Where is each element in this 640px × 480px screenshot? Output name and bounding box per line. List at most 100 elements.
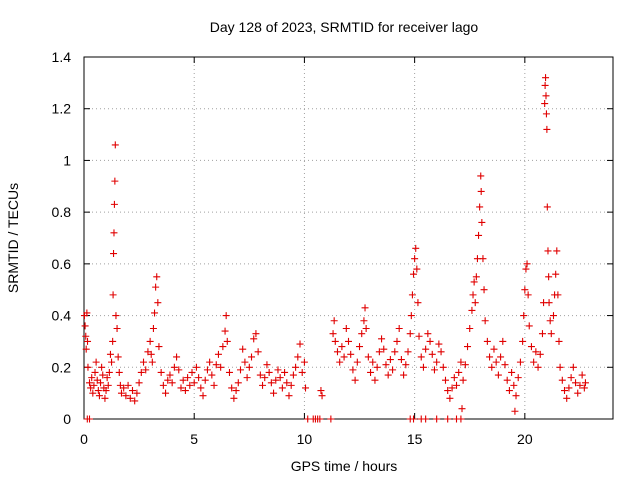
data-point xyxy=(521,286,529,294)
data-point xyxy=(214,350,222,358)
data-point xyxy=(410,415,418,423)
data-point xyxy=(519,337,527,345)
data-point xyxy=(225,368,233,376)
data-point xyxy=(581,379,589,387)
data-point xyxy=(84,363,92,371)
data-point xyxy=(417,353,425,361)
data-point xyxy=(114,353,122,361)
data-point xyxy=(414,299,422,307)
data-point xyxy=(228,384,236,392)
data-point xyxy=(265,368,273,376)
data-point xyxy=(536,350,544,358)
data-point xyxy=(547,330,555,338)
x-tick-label: 0 xyxy=(80,431,88,447)
data-point xyxy=(103,374,111,382)
data-point xyxy=(292,363,300,371)
data-point xyxy=(276,374,284,382)
data-point xyxy=(527,343,535,351)
data-point xyxy=(149,325,157,332)
data-point xyxy=(223,337,231,345)
data-point xyxy=(499,337,507,345)
data-point xyxy=(419,363,427,371)
data-point xyxy=(545,299,553,307)
data-point xyxy=(188,368,196,376)
data-point xyxy=(192,363,200,371)
data-point xyxy=(135,379,143,387)
data-point xyxy=(400,371,408,379)
data-point xyxy=(345,337,352,345)
data-point xyxy=(287,381,295,389)
data-point xyxy=(501,361,509,369)
data-point xyxy=(338,343,346,351)
data-point xyxy=(441,376,449,384)
data-point xyxy=(272,376,280,384)
data-point xyxy=(239,345,247,353)
data-point xyxy=(110,250,118,258)
data-point xyxy=(111,141,119,149)
data-point xyxy=(142,366,150,374)
data-point xyxy=(177,384,185,392)
data-point xyxy=(115,368,123,376)
data-point xyxy=(404,348,412,356)
data-point xyxy=(542,74,550,82)
data-point xyxy=(444,415,452,423)
data-point xyxy=(157,368,165,376)
data-point xyxy=(83,309,91,317)
data-point xyxy=(147,350,155,358)
data-point xyxy=(208,371,216,379)
data-point xyxy=(569,363,577,371)
data-point xyxy=(486,353,494,361)
data-point xyxy=(386,356,394,364)
data-point xyxy=(483,337,491,345)
data-point xyxy=(281,368,289,376)
data-point xyxy=(384,371,392,379)
data-point xyxy=(248,353,256,361)
data-point xyxy=(391,348,399,356)
data-point xyxy=(494,371,502,379)
data-point xyxy=(162,389,170,397)
data-point xyxy=(444,387,452,395)
data-point xyxy=(546,317,554,325)
data-point xyxy=(173,353,181,361)
data-point xyxy=(356,343,364,351)
data-point xyxy=(382,361,390,369)
data-point xyxy=(154,299,162,307)
data-point xyxy=(245,363,253,371)
data-point xyxy=(179,376,187,384)
data-point xyxy=(137,368,145,376)
data-point xyxy=(222,312,230,320)
data-point xyxy=(367,368,375,376)
data-point xyxy=(408,291,416,299)
data-point xyxy=(412,244,420,252)
y-tick-label: 0 xyxy=(63,411,71,427)
data-point xyxy=(532,348,540,356)
data-point xyxy=(155,343,163,351)
data-point xyxy=(298,368,306,376)
data-point xyxy=(206,358,214,366)
data-point xyxy=(508,368,516,376)
data-point xyxy=(263,361,271,369)
data-point xyxy=(90,381,98,389)
x-tick-label: 5 xyxy=(190,431,198,447)
data-point xyxy=(199,392,207,400)
data-point xyxy=(94,387,102,395)
data-point xyxy=(131,397,139,405)
data-point xyxy=(358,330,366,338)
data-point xyxy=(212,361,220,369)
data-point xyxy=(576,381,584,389)
data-point xyxy=(250,335,258,343)
data-point xyxy=(512,392,520,400)
data-point xyxy=(124,381,132,389)
data-point xyxy=(210,381,218,389)
data-point xyxy=(457,415,465,423)
data-point xyxy=(477,187,485,195)
data-point xyxy=(543,203,551,211)
data-point xyxy=(406,330,414,338)
data-point xyxy=(378,335,386,343)
data-point xyxy=(478,218,486,226)
data-point xyxy=(543,125,551,133)
data-point xyxy=(468,306,476,314)
data-point xyxy=(340,353,348,361)
y-tick-label: 1.4 xyxy=(52,49,72,65)
data-point xyxy=(289,371,297,379)
